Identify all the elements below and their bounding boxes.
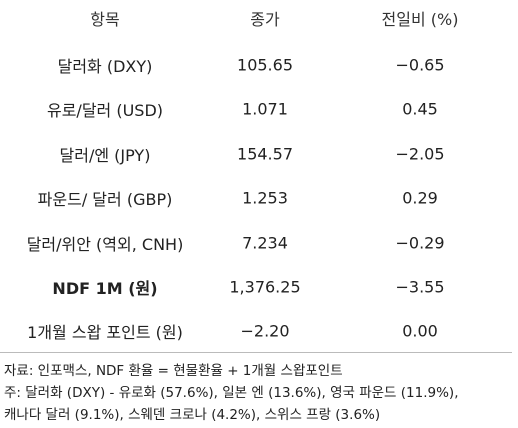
table-cell: 0.29 (402, 188, 438, 208)
footnote: 자료: 인포맥스, NDF 환율 = 현물환율 + 1개월 스왑포인트 (4, 363, 343, 379)
table-cell: 0.45 (402, 99, 438, 119)
header-cell: 종가 (250, 10, 280, 29)
table-cell: 154.57 (237, 144, 293, 164)
table-cell: 유로/달러 (USD) (46, 101, 164, 121)
table-cell: 105.65 (237, 55, 293, 75)
table-cell: 1,376.25 (229, 277, 301, 297)
table-cell: −2.05 (395, 144, 445, 164)
table-cell: 7.234 (242, 233, 288, 253)
table-cell: 1.253 (242, 188, 288, 208)
table-cell: 달러/위안 (역외, CNH) (26, 234, 184, 254)
header-cell: 전일비 (%) (381, 10, 459, 29)
table-cell: −0.65 (395, 55, 445, 75)
table-cell: −3.55 (395, 277, 445, 297)
separator (0, 352, 512, 353)
footnote: 주: 달러화 (DXY) - 유로화 (57.6%), 일본 엔 (13.6%)… (4, 385, 459, 401)
table-cell: 1개월 스왑 포인트 (원) (27, 323, 183, 343)
table-cell: 달러/엔 (JPY) (59, 145, 151, 165)
table-cell: −2.20 (240, 321, 290, 341)
table-cell: 달러화 (DXY) (57, 57, 153, 76)
table-cell: −0.29 (395, 233, 445, 253)
footnote: 캐나다 달러 (9.1%), 스웨덴 크로나 (4.2%), 스위스 프랑 (3… (4, 407, 381, 423)
table-cell: 1.071 (242, 99, 288, 119)
table-cell: NDF 1M (원) (52, 279, 158, 298)
table-cell: 파운드/ 달러 (GBP) (37, 190, 173, 210)
table-cell: 0.00 (402, 321, 438, 341)
header-cell: 항목 (90, 10, 120, 29)
